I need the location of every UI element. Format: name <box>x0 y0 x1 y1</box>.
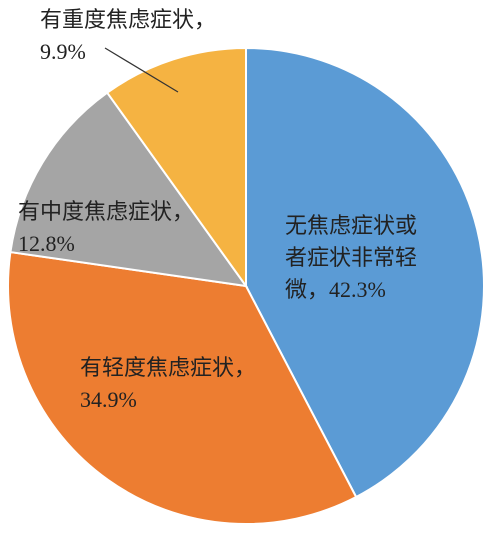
value-label: 42.3% <box>329 277 386 302</box>
pie-slice <box>245 46 485 499</box>
value-label: 9.9% <box>40 39 86 64</box>
category-label: 无焦虑症状或者症状非常轻微， <box>285 213 418 302</box>
slice-label: 有轻度焦虑症状， 34.9% <box>80 352 280 416</box>
pie-slice <box>7 250 358 525</box>
slice-label: 有重度焦虑症状， 9.9% <box>40 4 260 68</box>
category-label: 有中度焦虑症状， <box>18 199 195 224</box>
slice-label: 无焦虑症状或者症状非常轻微，42.3% <box>285 210 435 306</box>
pie-slice <box>105 46 247 290</box>
value-label: 34.9% <box>80 387 137 412</box>
category-label: 有重度焦虑症状， <box>40 7 217 32</box>
category-label: 有轻度焦虑症状， <box>80 355 257 380</box>
leader-line <box>104 47 179 93</box>
pie-slice <box>9 91 249 288</box>
value-label: 12.8% <box>18 231 75 256</box>
slice-label: 有中度焦虑症状， 12.8% <box>18 196 218 260</box>
